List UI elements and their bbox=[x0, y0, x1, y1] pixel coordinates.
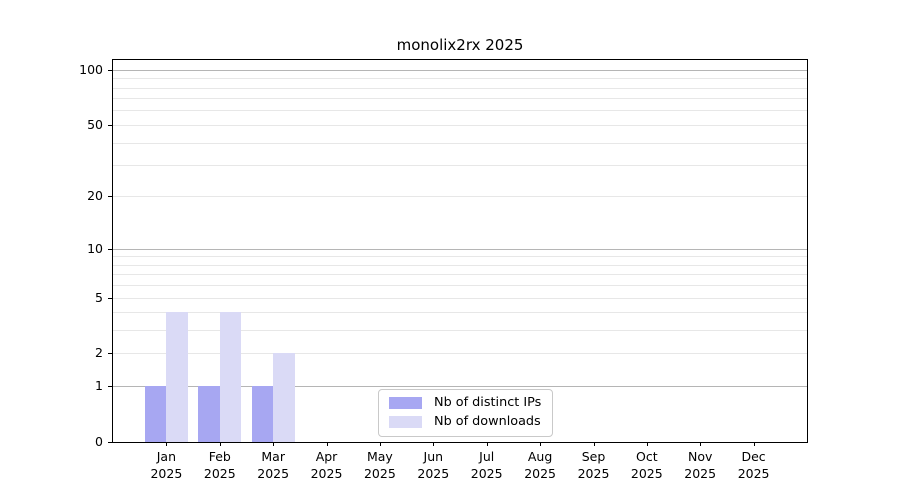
x-tick-label-jul: Jul 2025 bbox=[470, 449, 503, 481]
legend-swatch-distinct-ips bbox=[389, 397, 422, 409]
gridline-y-9 bbox=[113, 256, 807, 258]
x-tick-label-aug: Aug 2025 bbox=[524, 449, 556, 481]
gridline-y-80 bbox=[113, 87, 807, 89]
y-tick-label-5: 5 bbox=[95, 289, 103, 305]
gridline-y-5 bbox=[113, 297, 807, 299]
bar-feb-downloads bbox=[219, 312, 242, 442]
bar-jan-downloads bbox=[166, 312, 188, 442]
bar-jan-ips bbox=[145, 386, 167, 442]
gridline-y-6 bbox=[113, 285, 807, 287]
x-tick-label-jan: Jan 2025 bbox=[150, 449, 183, 481]
y-tick-100 bbox=[108, 69, 113, 71]
gridline-y-20 bbox=[113, 196, 807, 198]
y-tick-label-2: 2 bbox=[95, 345, 103, 361]
y-tick-label-10: 10 bbox=[87, 240, 103, 256]
x-tick-jun bbox=[433, 442, 435, 446]
x-tick-label-feb: Feb 2025 bbox=[203, 449, 236, 481]
gridline-y-4 bbox=[113, 312, 807, 314]
y-tick-label-50: 50 bbox=[87, 116, 103, 132]
gridline-y-1 bbox=[113, 386, 807, 388]
y-tick-50 bbox=[108, 124, 113, 126]
x-tick-nov bbox=[700, 442, 702, 446]
legend-label-distinct-ips: Nb of distinct IPs bbox=[434, 395, 542, 410]
x-tick-label-mar: Mar 2025 bbox=[257, 449, 290, 481]
gridline-y-10 bbox=[113, 248, 807, 250]
x-tick-label-dec: Dec 2025 bbox=[737, 449, 770, 481]
y-tick-2 bbox=[108, 353, 113, 355]
x-tick-oct bbox=[646, 442, 648, 446]
x-tick-dec bbox=[753, 442, 755, 446]
y-tick-1 bbox=[108, 386, 113, 388]
chart-title: monolix2rx 2025 bbox=[396, 36, 524, 54]
y-tick-label-100: 100 bbox=[79, 61, 103, 77]
x-tick-jan bbox=[166, 442, 168, 446]
x-tick-may bbox=[379, 442, 381, 446]
gridline-y-30 bbox=[113, 165, 807, 166]
y-tick-label-0: 0 bbox=[95, 434, 103, 449]
y-tick-label-1: 1 bbox=[95, 378, 103, 394]
x-tick-label-apr: Apr 2025 bbox=[310, 449, 343, 481]
gridline-y-2 bbox=[113, 353, 807, 355]
bar-mar-downloads bbox=[273, 353, 295, 442]
x-tick-label-jun: Jun 2025 bbox=[417, 449, 450, 481]
legend-swatch-downloads bbox=[389, 416, 422, 428]
y-tick-0 bbox=[108, 442, 113, 443]
x-tick-mar bbox=[273, 442, 275, 446]
plot-area: Nb of distinct IPs Nb of downloads 0 1 2 5 1… bbox=[79, 59, 808, 481]
x-tick-label-nov: Nov 2025 bbox=[684, 449, 717, 481]
x-tick-apr bbox=[326, 442, 328, 446]
x-tick-aug bbox=[540, 442, 542, 446]
gridline-y-50 bbox=[113, 124, 807, 126]
y-tick-10 bbox=[108, 248, 113, 250]
x-tick-label-oct: Oct 2025 bbox=[630, 449, 663, 481]
legend: Nb of distinct IPs Nb of downloads bbox=[378, 389, 554, 437]
legend-item-distinct-ips: Nb of distinct IPs bbox=[389, 396, 541, 410]
bar-mar-ips bbox=[251, 386, 274, 442]
x-tick-label-sep: Sep 2025 bbox=[577, 449, 610, 481]
legend-label-downloads: Nb of downloads bbox=[434, 414, 541, 429]
legend-item-downloads: Nb of downloads bbox=[389, 415, 541, 429]
x-tick-sep bbox=[593, 442, 595, 446]
x-tick-feb bbox=[219, 442, 221, 446]
gridline-y-7 bbox=[113, 274, 807, 276]
bar-feb-ips bbox=[198, 386, 220, 442]
y-tick-5 bbox=[108, 297, 113, 299]
x-tick-jul bbox=[486, 442, 488, 446]
gridline-y-90 bbox=[113, 78, 807, 80]
gridline-y-3 bbox=[113, 330, 807, 332]
y-tick-20 bbox=[108, 196, 113, 198]
gridline-y-40 bbox=[113, 142, 807, 144]
x-tick-label-may: May 2025 bbox=[363, 449, 396, 481]
gridline-y-8 bbox=[113, 264, 807, 266]
gridline-y-100 bbox=[113, 69, 807, 71]
gridline-y-70 bbox=[113, 98, 807, 100]
y-tick-label-20: 20 bbox=[87, 188, 103, 204]
gridline-y-60 bbox=[113, 110, 807, 112]
